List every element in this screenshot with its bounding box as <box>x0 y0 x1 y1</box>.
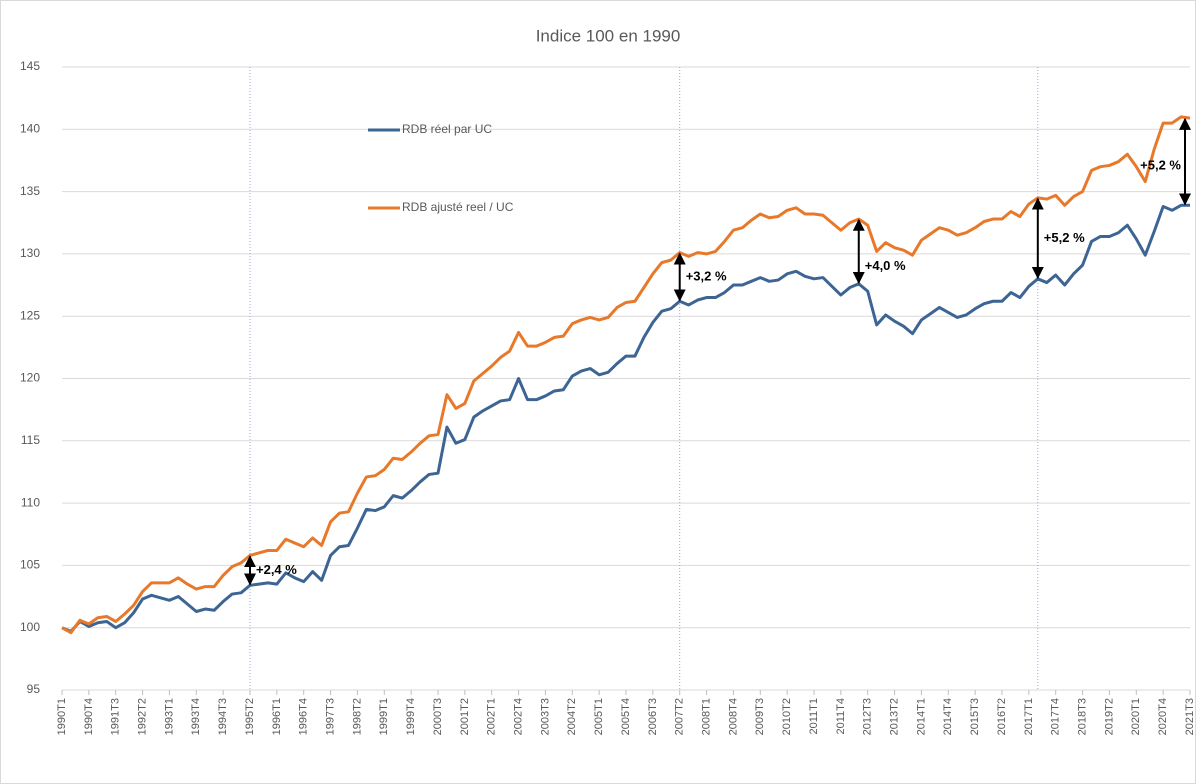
x-tick-label: 2019T2 <box>1103 698 1115 735</box>
x-tick-label: 1998T2 <box>351 698 363 735</box>
x-tick-label: 2011T4 <box>835 698 847 735</box>
x-tick-label: 1999T1 <box>378 698 390 735</box>
x-tick-label: 1996T4 <box>298 698 310 735</box>
annotation: +2,4 % <box>256 562 297 577</box>
x-tick-label: 2020T4 <box>1157 698 1169 735</box>
x-tick-label: 2002T1 <box>486 698 498 735</box>
annotation: +5,2 % <box>1044 230 1085 245</box>
x-tick-label: 2005T4 <box>620 698 632 735</box>
x-tick-label: 1999T4 <box>405 698 417 735</box>
y-tick-label: 95 <box>27 682 41 696</box>
y-tick-label: 105 <box>20 558 40 572</box>
legend-label: RDB réel par UC <box>402 122 492 136</box>
x-tick-label: 1994T3 <box>217 698 229 735</box>
x-tick-label: 2013T2 <box>888 698 900 735</box>
x-tick-label: 1992T2 <box>136 698 148 735</box>
x-tick-label: 1993T4 <box>190 698 202 735</box>
x-tick-label: 2014T1 <box>915 698 927 735</box>
x-tick-label: 2010T2 <box>781 698 793 735</box>
x-tick-label: 2008T1 <box>700 698 712 735</box>
y-tick-label: 125 <box>20 308 40 322</box>
y-tick-label: 100 <box>20 620 40 634</box>
annotation: +4,0 % <box>865 258 906 273</box>
x-tick-label: 2017T1 <box>1023 698 1035 735</box>
x-tick-label: 2003T3 <box>539 698 551 735</box>
x-tick-label: 2007T2 <box>674 698 686 735</box>
y-tick-label: 115 <box>21 433 40 447</box>
x-tick-label: 1990T4 <box>83 698 95 735</box>
x-tick-label: 1996T1 <box>271 698 283 735</box>
x-tick-label: 2008T4 <box>727 698 739 735</box>
x-tick-label: 2005T1 <box>593 698 605 735</box>
x-tick-label: 2017T4 <box>1050 698 1062 735</box>
y-tick-label: 120 <box>20 371 40 385</box>
annotation: +3,2 % <box>686 268 727 283</box>
x-tick-label: 1990T1 <box>56 698 68 735</box>
x-tick-label: 2021T3 <box>1184 698 1196 735</box>
x-tick-label: 1991T3 <box>110 698 122 735</box>
x-tick-label: 1995T2 <box>244 698 256 735</box>
x-tick-label: 2016T2 <box>996 698 1008 735</box>
y-tick-label: 140 <box>20 121 40 135</box>
y-tick-label: 135 <box>20 184 40 198</box>
y-tick-label: 130 <box>20 246 40 260</box>
x-tick-label: 2012T3 <box>862 698 874 735</box>
x-tick-label: 2011T1 <box>808 698 820 735</box>
x-tick-label: 2002T4 <box>512 698 524 735</box>
x-tick-label: 1997T3 <box>324 698 336 735</box>
y-tick-label: 110 <box>21 495 40 509</box>
x-tick-label: 2006T3 <box>647 698 659 735</box>
x-tick-label: 1993T1 <box>163 698 175 735</box>
chart-title: Indice 100 en 1990 <box>536 26 681 45</box>
x-tick-label: 2020T1 <box>1130 698 1142 735</box>
x-tick-label: 2014T4 <box>942 698 954 735</box>
x-tick-label: 2000T3 <box>432 698 444 735</box>
x-tick-label: 2015T3 <box>969 698 981 735</box>
x-tick-label: 2001T2 <box>459 698 471 735</box>
y-tick-label: 145 <box>20 59 40 73</box>
annotation: +5,2 % <box>1140 158 1181 173</box>
x-tick-label: 2004T2 <box>566 698 578 735</box>
legend-label: RDB ajusté reel / UC <box>402 200 514 214</box>
x-tick-label: 2018T3 <box>1076 698 1088 735</box>
x-tick-label: 2009T3 <box>754 698 766 735</box>
